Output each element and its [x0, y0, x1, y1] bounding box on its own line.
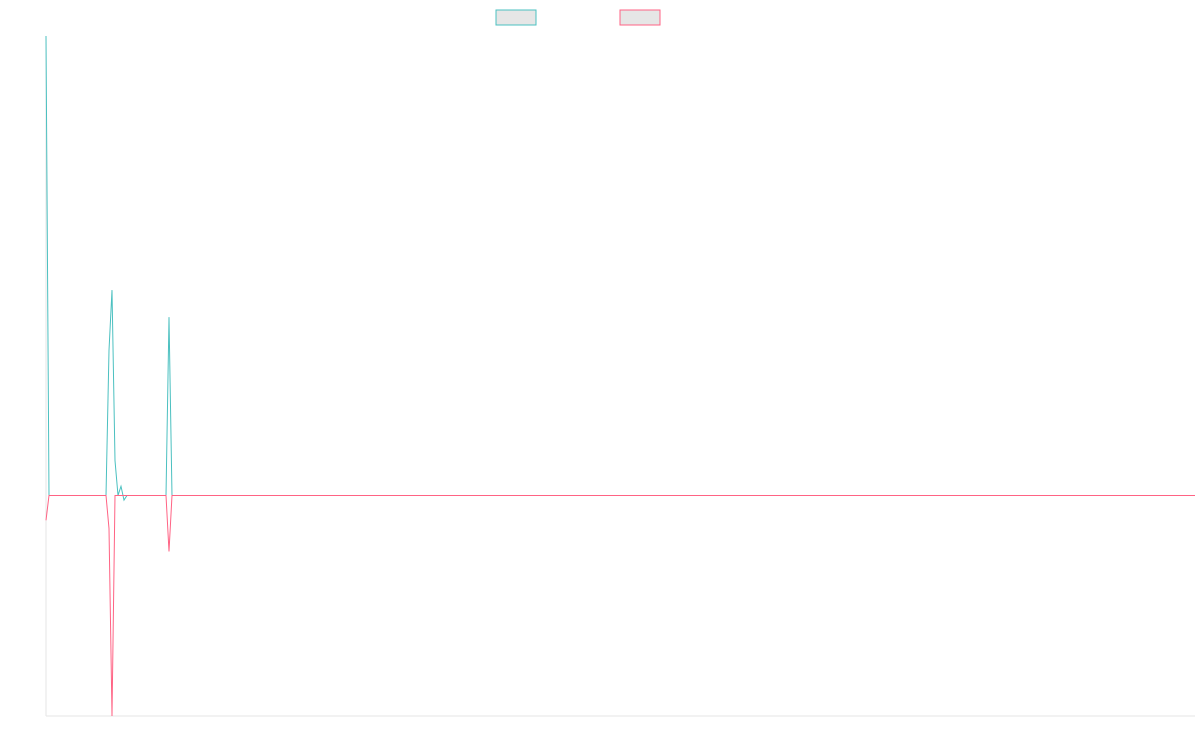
- series-line: [45, 35, 1195, 502]
- legend-swatch: [495, 9, 537, 26]
- legend-swatch: [619, 9, 661, 26]
- series-line: [45, 494, 1195, 717]
